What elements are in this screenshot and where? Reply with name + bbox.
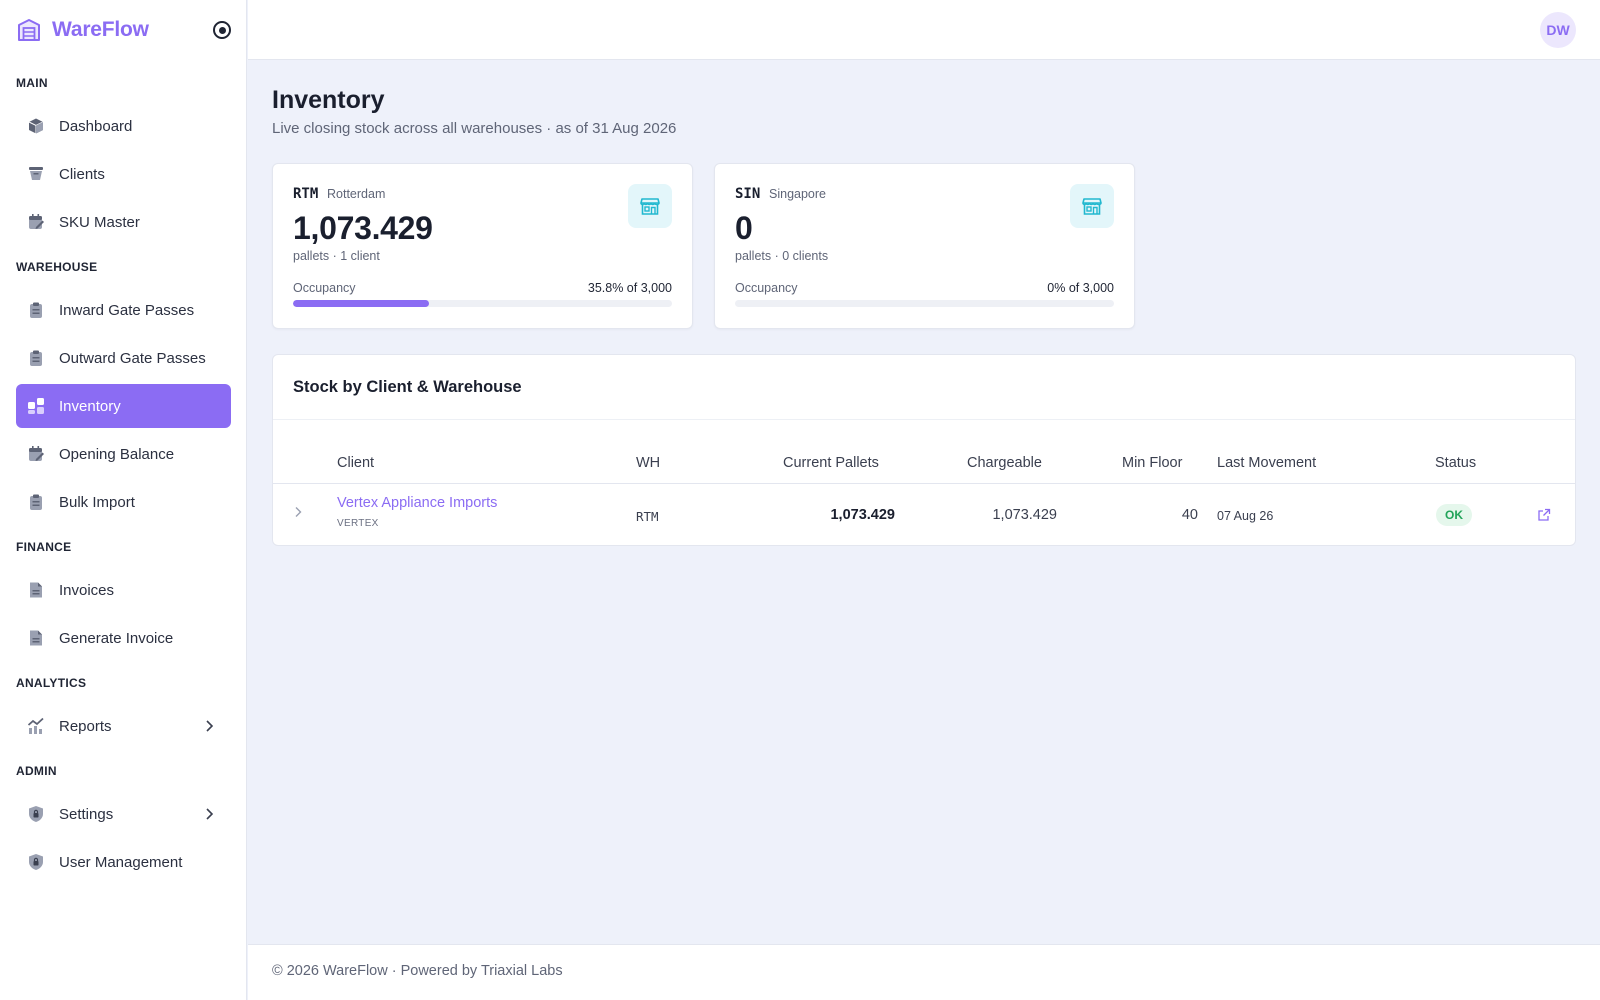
column-header-wh[interactable]: WH: [636, 455, 661, 471]
warehouse-pallets-value: 0: [735, 210, 753, 246]
sidebar: WareFlow MAIN Dashboard Clients SKU Mast…: [0, 0, 247, 1000]
sidebar-item-user-management[interactable]: User Management: [16, 840, 231, 884]
avatar[interactable]: DW: [1540, 12, 1576, 48]
sidebar-item-label: Generate Invoice: [59, 629, 174, 647]
sidebar-item-inward-gate-passes[interactable]: Inward Gate Passes: [16, 288, 231, 332]
sidebar-item-label: Dashboard: [59, 117, 133, 135]
footer-text: © 2026 WareFlow · Powered by Triaxial La…: [272, 963, 563, 979]
cell-current-pallets: 1,073.429: [830, 507, 895, 523]
occupancy-label: Occupancy: [735, 281, 798, 295]
sidebar-item-outward-gate-passes[interactable]: Outward Gate Passes: [16, 336, 231, 380]
sidebar-item-label: SKU Master: [59, 213, 140, 231]
chevron-right-icon[interactable]: [291, 505, 305, 519]
column-header-chargeable[interactable]: Chargeable: [967, 455, 1042, 471]
chevron-right-icon: [206, 808, 214, 820]
occupancy-bar: [735, 300, 1114, 307]
sidebar-item-sku-master[interactable]: SKU Master: [16, 200, 231, 244]
client-code: VERTEX: [337, 518, 379, 529]
warehouse-logo-icon: [18, 19, 40, 41]
divider: [273, 419, 1575, 420]
warehouse-pallets-value: 1,073.429: [293, 210, 433, 246]
divider: [273, 483, 1575, 484]
nav-section-admin: ADMIN: [16, 764, 57, 778]
warehouse-name: Singapore: [769, 187, 826, 201]
page-title: Inventory: [272, 86, 385, 114]
sidebar-toggle-button[interactable]: [213, 21, 231, 39]
sidebar-item-label: Settings: [59, 805, 114, 823]
document-icon: [27, 629, 45, 647]
warehouse-card-sin: SIN Singapore 0 pallets · 0 clients Occu…: [714, 163, 1135, 329]
sidebar-item-clients[interactable]: Clients: [16, 152, 231, 196]
document-icon: [27, 581, 45, 599]
sidebar-item-settings[interactable]: Settings: [16, 792, 231, 836]
warehouse-code: SIN: [735, 186, 761, 202]
occupancy-label: Occupancy: [293, 281, 356, 295]
sidebar-item-opening-balance[interactable]: Opening Balance: [16, 432, 231, 476]
calendar-edit-icon: [27, 445, 45, 463]
nav-section-main: MAIN: [16, 76, 48, 90]
shield-lock-icon: [27, 853, 45, 871]
table-title: Stock by Client & Warehouse: [293, 378, 522, 396]
sidebar-item-inventory[interactable]: Inventory: [16, 384, 231, 428]
occupancy-bar: [293, 300, 672, 307]
calendar-edit-icon: [27, 213, 45, 231]
column-header-min-floor[interactable]: Min Floor: [1122, 455, 1183, 471]
warehouse-summary: pallets · 0 clients: [735, 249, 829, 263]
occupancy-value: 0% of 3,000: [1047, 281, 1114, 295]
clipboard-icon: [27, 493, 45, 511]
client-link[interactable]: Vertex Appliance Imports: [337, 495, 498, 511]
cell-last-movement: 07 Aug 26: [1217, 509, 1274, 523]
sidebar-item-generate-invoice[interactable]: Generate Invoice: [16, 616, 231, 660]
tray-icon: [27, 165, 45, 183]
column-header-client[interactable]: Client: [337, 455, 375, 471]
sidebar-item-label: Inventory: [59, 397, 121, 415]
sidebar-item-label: Inward Gate Passes: [59, 301, 195, 319]
clipboard-icon: [27, 301, 45, 319]
external-link-icon[interactable]: [1536, 507, 1552, 523]
brand[interactable]: WareFlow: [16, 16, 149, 44]
nav-section-analytics: ANALYTICS: [16, 676, 87, 690]
sidebar-item-label: User Management: [59, 853, 183, 871]
sidebar-item-invoices[interactable]: Invoices: [16, 568, 231, 612]
sidebar-item-label: Clients: [59, 165, 105, 183]
sidebar-item-label: Outward Gate Passes: [59, 349, 206, 367]
nav-section-finance: FINANCE: [16, 540, 72, 554]
sidebar-item-label: Reports: [59, 717, 112, 735]
store-icon: [628, 184, 672, 228]
sidebar-item-label: Opening Balance: [59, 445, 175, 463]
cube-icon: [27, 117, 45, 135]
warehouse-code: RTM: [293, 186, 319, 202]
clipboard-icon: [27, 349, 45, 367]
shield-lock-icon: [27, 805, 45, 823]
cell-wh: RTM: [636, 509, 659, 524]
occupancy-value: 35.8% of 3,000: [587, 281, 672, 295]
stock-table-card: Stock by Client & Warehouse Client WH Cu…: [272, 354, 1576, 546]
sidebar-item-reports[interactable]: Reports: [16, 704, 231, 748]
cell-min-floor: 40: [1181, 507, 1198, 523]
chart-trend-icon: [27, 717, 45, 735]
column-header-last-movement[interactable]: Last Movement: [1217, 455, 1317, 471]
footer: © 2026 WareFlow · Powered by Triaxial La…: [248, 944, 1600, 1000]
occupancy-bar-fill: [293, 300, 429, 307]
page-subtitle: Live closing stock across all warehouses…: [272, 120, 677, 137]
warehouse-card-rtm: RTM Rotterdam 1,073.429 pallets · 1 clie…: [272, 163, 693, 329]
sidebar-item-bulk-import[interactable]: Bulk Import: [16, 480, 231, 524]
warehouse-name: Rotterdam: [327, 187, 386, 201]
warehouse-summary: pallets · 1 client: [293, 249, 380, 263]
cell-chargeable: 1,073.429: [992, 507, 1057, 523]
dashboard-grid-icon: [27, 397, 45, 415]
topbar: DW: [248, 0, 1600, 60]
nav-section-warehouse: WAREHOUSE: [16, 260, 98, 274]
chevron-right-icon: [206, 720, 214, 732]
column-header-status[interactable]: Status: [1435, 455, 1477, 471]
column-header-current-pallets[interactable]: Current Pallets: [783, 455, 879, 471]
sidebar-item-dashboard[interactable]: Dashboard: [16, 104, 231, 148]
brand-name: WareFlow: [52, 18, 149, 41]
sidebar-item-label: Invoices: [59, 581, 115, 599]
status-badge: OK: [1436, 504, 1472, 526]
radio-target-icon: [218, 26, 226, 34]
store-icon: [1070, 184, 1114, 228]
sidebar-item-label: Bulk Import: [59, 493, 135, 511]
